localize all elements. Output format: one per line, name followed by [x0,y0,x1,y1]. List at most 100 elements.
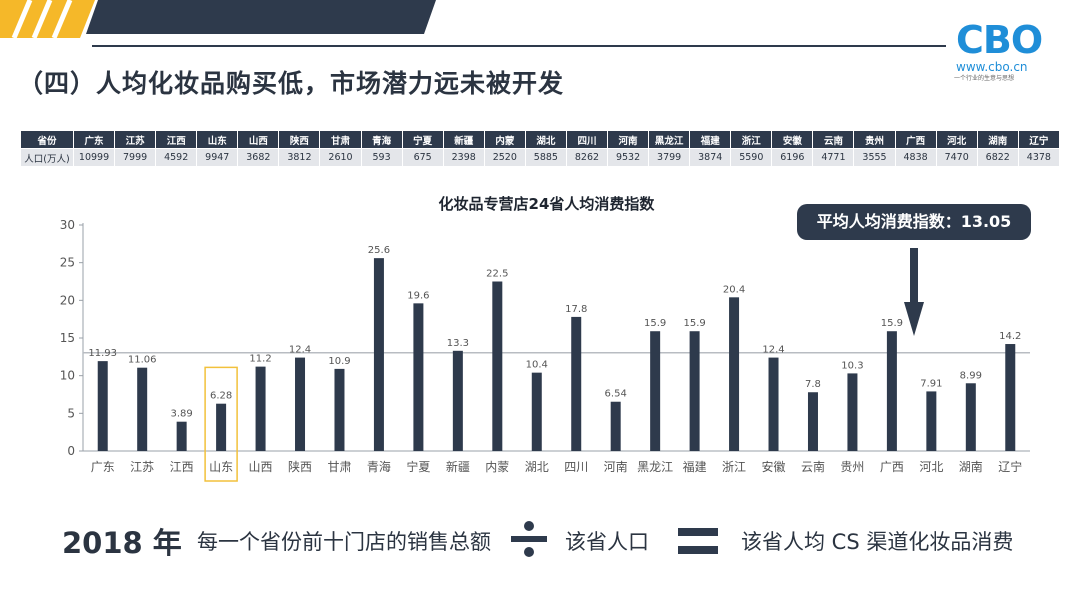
bar [886,331,897,451]
population-header-label: 省份 [20,130,74,149]
data-label: 14.2 [999,331,1021,342]
population-header-cell: 浙江 [730,130,773,149]
bar [295,357,306,451]
population-header-cell: 内蒙 [483,130,526,149]
population-table-header-row: 省份 广东 江苏 江西 山东 山西 陕西 甘肃 青海 宁夏 新疆 内蒙 湖北 四川 河南 黑龙江 福建 浙江 安徽… [20,130,1061,149]
population-value-cell: 10999 [72,148,116,167]
population-header-cell: 湖南 [976,130,1019,149]
x-tick-label: 福建 [683,459,707,474]
x-tick-label: 广西 [880,460,904,474]
bar [768,357,779,451]
population-value-cell: 7999 [114,148,157,167]
chart-title: 化妆品专营店24省人均消费指数 [439,195,656,213]
bar [689,331,700,451]
population-value-cell: 3682 [237,148,280,167]
x-tick-label: 江西 [170,460,194,474]
population-value-cell: 3874 [689,148,732,167]
page-title: （四）人均化妆品购买低，市场潜力远未被开发 [18,69,565,98]
bar [807,392,818,451]
population-value-cell: 6196 [771,148,814,167]
x-tick-label: 新疆 [446,459,470,474]
formula-result: 该省人均 CS 渠道化妆品消费 [741,530,1014,554]
population-header-cell: 甘肃 [319,130,362,149]
x-tick-label: 安徽 [762,459,786,474]
x-tick-label: 山东 [209,460,233,474]
population-value-cell: 4771 [812,148,855,167]
data-label: 12.4 [289,345,311,356]
population-header-cell: 青海 [360,130,403,149]
bar [413,303,424,451]
data-label: 15.9 [644,318,666,329]
down-arrow-icon [904,248,924,336]
data-label: 19.6 [407,290,429,301]
data-label: 11.2 [249,354,271,365]
formula-row: 2018 年 每一个省份前十门店的销售总额 该省人口 该省人均 CS 渠道化妆品… [0,510,1080,570]
x-tick-label: 湖北 [525,459,549,474]
population-table: 省份 广东 江苏 江西 山东 山西 陕西 甘肃 青海 宁夏 新疆 内蒙 湖北 四川 河南 黑龙江 福建 浙江 安徽… [20,130,1061,167]
x-tick-label: 贵州 [840,460,864,474]
population-header-cell: 安徽 [771,130,814,149]
bar [255,366,266,451]
population-header-cell: 新疆 [442,130,485,149]
population-value-cell: 2610 [319,148,362,167]
population-value-cell: 6822 [976,148,1019,167]
data-label: 6.28 [210,391,232,402]
population-value-cell: 5590 [730,148,773,167]
y-tick-label: 0 [67,444,75,458]
y-tick-label: 15 [60,331,75,345]
bar [847,373,858,451]
bar [452,350,463,451]
population-header-cell: 黑龙江 [648,130,691,149]
population-header-cell: 山西 [237,130,280,149]
population-header-cell: 宁夏 [401,130,444,149]
data-label: 10.9 [328,356,350,367]
bar [1005,344,1016,451]
y-tick-label: 25 [60,256,75,270]
bar [492,281,503,451]
population-header-cell: 广西 [894,130,937,149]
data-label: 11.06 [128,355,157,366]
population-header-cell: 广东 [72,130,116,149]
population-value-cell: 9947 [196,148,239,167]
logo-tagline: 一个行业的生意与思想 [954,75,1015,82]
x-tick-label: 河南 [604,459,628,474]
top-banner [0,0,436,38]
data-label: 7.91 [920,378,942,389]
bar-chart: 化妆品专营店24省人均消费指数 0 5 10 15 20 25 30 11.93 广东 11.06 江… [60,195,1030,482]
x-tick-label: 内蒙 [485,460,509,474]
bar [729,297,740,451]
bar [650,331,661,451]
data-label: 11.93 [88,348,117,359]
data-label: 15.9 [683,318,705,329]
population-value-cell: 8262 [565,148,609,167]
data-label: 20.4 [723,284,745,295]
data-label: 12.4 [762,345,784,356]
population-header-cell: 云南 [812,130,855,149]
cbo-logo: CBO www.cbo.cn 一个行业的生意与思想 [952,20,1064,84]
x-tick-label: 山西 [249,460,273,474]
x-tick-label: 辽宁 [998,459,1022,474]
header-rule [92,45,946,47]
data-label: 7.8 [805,379,821,390]
data-label: 17.8 [565,304,587,315]
bar [965,383,976,451]
x-tick-label: 黑龙江 [637,460,673,474]
x-tick-label: 四川 [564,460,588,474]
x-tick-label: 云南 [801,459,825,474]
population-value-cell: 2520 [483,148,526,167]
y-tick-label: 10 [60,369,75,383]
data-label: 6.54 [605,389,627,400]
population-value-cell: 593 [360,148,403,167]
average-callout: 平均人均消费指数：13.05 [797,204,1031,240]
data-label: 25.6 [368,245,390,256]
population-table-value-row: 人口(万人) 10999 7999 4592 9947 3682 3812 2610 593 6… [20,148,1061,167]
population-header-cell: 河南 [607,130,650,149]
divide-icon [511,521,547,557]
bar [610,401,621,451]
x-tick-label: 甘肃 [327,460,351,474]
population-header-cell: 贵州 [853,130,896,149]
population-value-cell: 3555 [853,148,896,167]
population-header-cell: 江苏 [114,130,157,149]
y-tick-label: 20 [60,293,75,307]
bar [571,316,582,451]
